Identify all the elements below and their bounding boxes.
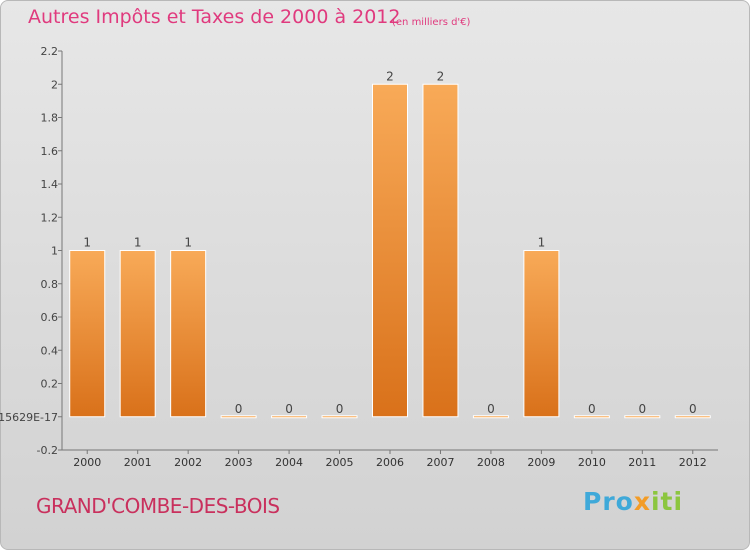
bars-layer — [69, 83, 711, 419]
bar — [472, 415, 509, 419]
y-tick-label: 0.6 — [41, 311, 59, 324]
bar — [69, 250, 106, 418]
bar — [573, 415, 610, 419]
y-tick-label: 0.4 — [41, 344, 59, 357]
bar — [674, 415, 711, 419]
y-tick-label: 1.6 — [41, 145, 59, 158]
x-tick-label: 2012 — [679, 456, 707, 469]
x-tick-label: 2000 — [73, 456, 101, 469]
y-tick-label: 2.2 — [41, 45, 59, 58]
data-label: 0 — [689, 402, 697, 416]
data-label: 1 — [184, 236, 192, 250]
logo-part-1: Pro — [583, 487, 634, 516]
data-label: 2 — [386, 69, 394, 83]
y-tick-label: 1 — [51, 245, 58, 258]
y-tick-label: -0.2 — [37, 444, 58, 457]
x-tick-label: 2006 — [376, 456, 404, 469]
data-label: 2 — [437, 69, 445, 83]
data-labels-layer: 1 1 1 0 0 0 2 2 0 1 0 0 0 — [83, 69, 696, 416]
y-tick-label: 1.2 — [41, 211, 59, 224]
y-tick-label: -1.4815629E-17 — [0, 411, 58, 424]
data-label: 0 — [588, 402, 596, 416]
x-tick-label: 2003 — [225, 456, 253, 469]
bar — [422, 83, 459, 418]
data-label: 1 — [538, 236, 546, 250]
axis-layer: -0.2 -1.4815629E-17 0.2 0.4 0.6 0.8 1 1.2 1.4 1.6… — [0, 45, 718, 469]
bar — [271, 415, 308, 419]
data-label: 1 — [134, 236, 142, 250]
data-label: 0 — [235, 402, 243, 416]
x-tick-label: 2004 — [275, 456, 303, 469]
x-tick-label: 2001 — [124, 456, 152, 469]
bar — [372, 83, 408, 418]
bar — [119, 250, 156, 418]
x-tick-label: 2002 — [174, 456, 202, 469]
y-tick-label: 1.8 — [41, 112, 59, 125]
y-tick-label: 0.8 — [41, 278, 59, 291]
x-tick-label: 2005 — [326, 456, 354, 469]
logo-part-3: iti — [650, 487, 684, 516]
x-tick-label: 2007 — [426, 456, 454, 469]
y-tick-label: 0.2 — [41, 378, 59, 391]
x-tick-label: 2011 — [628, 456, 656, 469]
x-tick-label: 2008 — [477, 456, 505, 469]
y-tick-label: 2 — [51, 78, 58, 91]
bar — [523, 250, 560, 418]
y-tick-label: 1.4 — [41, 178, 59, 191]
chart-title: Autres Impôts et Taxes de 2000 à 2012 — [28, 6, 401, 28]
data-label: 0 — [638, 402, 646, 416]
data-label: 1 — [83, 236, 91, 250]
data-label: 0 — [336, 402, 344, 416]
x-tick-label: 2009 — [527, 456, 555, 469]
x-tick-label: 2010 — [578, 456, 606, 469]
chart-subtitle: (en milliers d'€) — [392, 17, 471, 28]
proxiti-logo: Proxiti — [583, 487, 683, 516]
commune-name: GRAND'COMBE-DES-BOIS — [36, 494, 280, 518]
bar — [220, 415, 257, 419]
data-label: 0 — [487, 402, 495, 416]
bar — [321, 415, 358, 419]
logo-part-2: x — [633, 487, 651, 516]
data-label: 0 — [285, 402, 293, 416]
bar — [170, 250, 207, 418]
bar — [624, 415, 661, 419]
